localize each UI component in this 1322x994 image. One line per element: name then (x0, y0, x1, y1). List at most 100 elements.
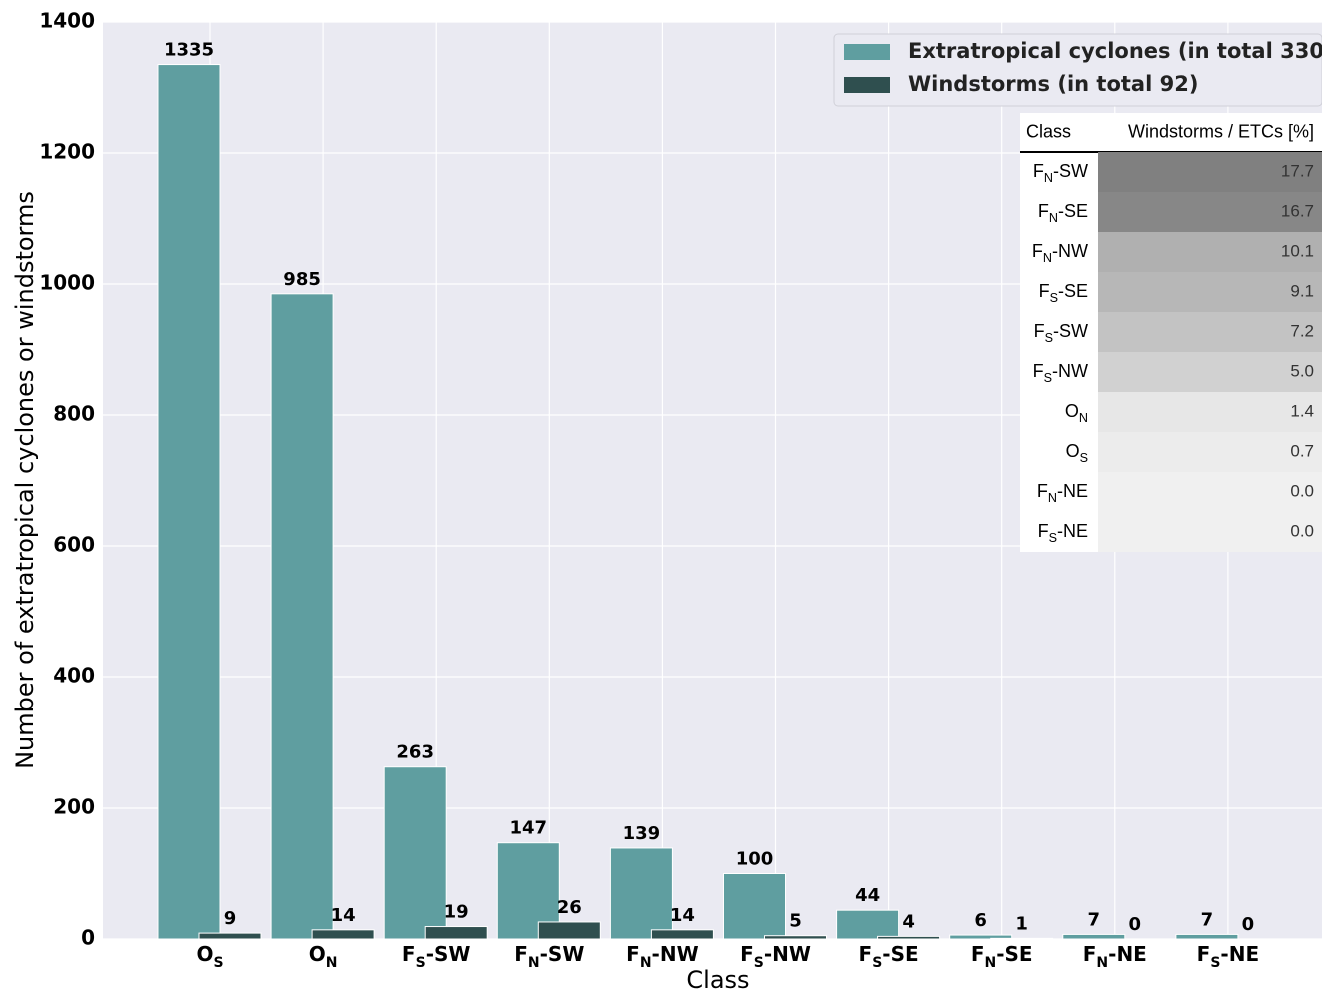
value-label: 5 (789, 911, 802, 932)
table-class: FS-SW (1034, 321, 1088, 346)
label-subscript: N (1044, 171, 1053, 185)
y-tick-label: 200 (53, 795, 95, 819)
label-subscript: N (640, 955, 652, 971)
table-header: Windstorms / ETCs [%] (1128, 121, 1314, 141)
value-label: 7 (1088, 909, 1101, 930)
table-value: 10.1 (1281, 241, 1314, 260)
label-rest: -NE (1057, 481, 1088, 501)
value-label: 14 (670, 905, 695, 926)
label-rest: -NE (1108, 942, 1147, 966)
table-class: FN-NE (1037, 481, 1088, 506)
bar (383, 766, 447, 940)
label-subscript: S (213, 955, 223, 971)
table-cell (1098, 472, 1322, 512)
value-label: 26 (557, 897, 582, 918)
bar (609, 847, 673, 940)
legend-label: Extratropical cyclones (in total 3304) (908, 39, 1322, 63)
y-tick-label: 1200 (39, 140, 95, 164)
value-label: 44 (855, 885, 880, 906)
table-value: 0.0 (1290, 521, 1314, 540)
value-label: 1 (1015, 913, 1028, 934)
value-label: 14 (331, 905, 356, 926)
bar (1175, 933, 1239, 940)
bar (198, 932, 262, 940)
label-subscript: N (984, 955, 996, 971)
table-value: 7.2 (1290, 321, 1314, 340)
label-rest: -NW (652, 942, 699, 966)
table-cell (1098, 272, 1322, 312)
label-subscript: N (1079, 411, 1088, 425)
table-value: 16.7 (1281, 201, 1314, 220)
value-label: 100 (736, 849, 774, 870)
label-main: F (402, 942, 416, 966)
table-header: Class (1026, 121, 1071, 141)
bar (990, 937, 1054, 940)
table-value: 0.7 (1290, 441, 1314, 460)
bar (650, 929, 714, 940)
label-rest: -SW (1053, 321, 1088, 341)
label-main: F (1039, 281, 1050, 301)
label-rest: -NW (1052, 241, 1088, 261)
label-main: F (1197, 942, 1211, 966)
label-subscript: N (1096, 955, 1108, 971)
table-value: 0.0 (1290, 481, 1314, 500)
label-subscript: N (1049, 211, 1058, 225)
table-class: FN-SW (1033, 161, 1088, 186)
bar (723, 873, 786, 940)
label-main: O (1065, 401, 1079, 421)
table-cell (1098, 392, 1322, 432)
label-main: F (740, 942, 754, 966)
bar (424, 926, 488, 940)
x-tick-label: ON (309, 942, 338, 972)
label-rest: -SE (882, 942, 918, 966)
label-main: F (1032, 241, 1043, 261)
bar (877, 935, 941, 940)
table-value: 9.1 (1290, 281, 1314, 300)
value-label: 19 (444, 902, 469, 923)
label-main: F (514, 942, 528, 966)
label-main: O (309, 942, 326, 966)
x-tick-label: FN-NE (1083, 942, 1147, 972)
table-cell (1098, 192, 1322, 232)
y-tick-label: 1400 (39, 9, 95, 33)
label-subscript: S (872, 955, 882, 971)
bar (764, 935, 827, 940)
bar (270, 293, 334, 940)
label-subscript: S (1049, 531, 1057, 545)
table-cell (1098, 432, 1322, 472)
label-subscript: N (528, 955, 540, 971)
label-subscript: S (1080, 451, 1088, 465)
value-label: 1335 (164, 40, 214, 61)
value-label: 0 (1129, 914, 1142, 935)
label-main: F (971, 942, 985, 966)
table-class: FS-SE (1039, 281, 1088, 306)
y-tick-label: 400 (53, 664, 95, 688)
table-value: 1.4 (1290, 401, 1314, 420)
label-main: F (1033, 361, 1044, 381)
table-class: FN-NW (1032, 241, 1088, 266)
y-tick-label: 800 (53, 402, 95, 426)
label-rest: -SW (426, 942, 471, 966)
table-class: FS-NE (1038, 521, 1088, 546)
x-tick-label: FS-SE (859, 942, 919, 972)
x-tick-label: OS (196, 942, 223, 972)
bar (157, 64, 221, 940)
x-tick-label: FN-SW (514, 942, 584, 972)
x-axis-title: Class (686, 966, 749, 994)
label-subscript: S (754, 955, 764, 971)
y-tick-label: 0 (81, 926, 95, 950)
value-label: 9 (224, 908, 237, 929)
bar (836, 909, 900, 940)
x-tick-label: FS-SW (402, 942, 471, 972)
label-rest: -NW (764, 942, 811, 966)
label-subscript: S (1044, 371, 1052, 385)
label-subscript: S (1210, 955, 1220, 971)
legend-swatch (844, 77, 890, 93)
label-rest: -NW (1052, 361, 1088, 381)
label-rest: -NE (1057, 521, 1088, 541)
table-cell (1098, 352, 1322, 392)
x-tick-label: FN-SE (971, 942, 1033, 972)
table-class: ON (1065, 401, 1088, 426)
x-tick-label: FS-NE (1197, 942, 1259, 972)
value-label: 985 (283, 269, 321, 290)
